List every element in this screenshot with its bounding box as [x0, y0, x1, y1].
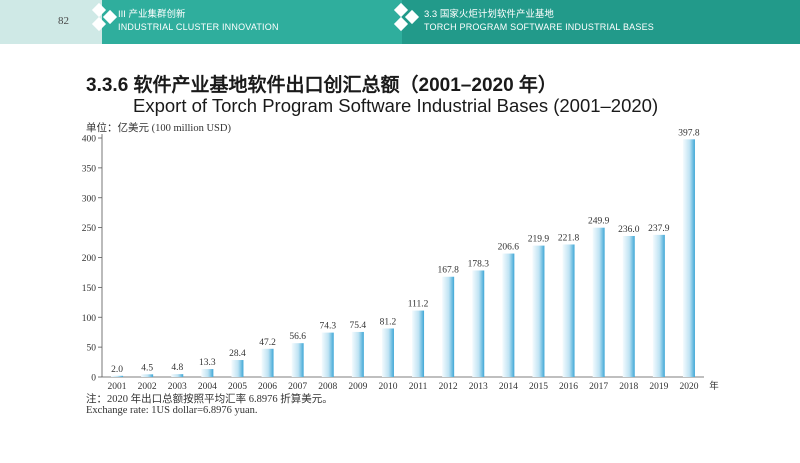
section-banner-right: 3.3 国家火炬计划软件产业基地 TORCH PROGRAM SOFTWARE …	[393, 0, 800, 44]
bar-2020	[682, 139, 695, 377]
chart-title-cn: 3.3.6 软件产业基地软件出口创汇总额（2001–2020 年）	[86, 75, 557, 96]
x-tick-label-2009: 2009	[348, 382, 367, 392]
x-tick-label-2006: 2006	[258, 382, 277, 392]
value-label-2010: 81.2	[380, 317, 397, 327]
y-tick-label: 300	[82, 194, 97, 204]
value-label-2011: 111.2	[408, 300, 429, 310]
value-label-2012: 167.8	[437, 266, 459, 276]
x-tick-label-2005: 2005	[228, 382, 247, 392]
x-tick-label-2016: 2016	[559, 382, 578, 392]
bar-2017	[592, 227, 605, 377]
value-label-2003: 4.8	[171, 363, 183, 373]
bar-2014	[502, 253, 515, 377]
y-tick-label: 0	[91, 374, 96, 384]
value-label-2006: 47.2	[259, 338, 276, 348]
bar-2002	[141, 374, 154, 377]
bar-2001	[111, 375, 124, 377]
value-label-2008: 74.3	[319, 322, 336, 332]
page-number: 82	[58, 15, 69, 27]
bar-2015	[532, 245, 545, 377]
value-label-2018: 236.0	[618, 225, 640, 235]
header-banner: 82 III 产业集群创新 INDUSTRIAL CLUSTER INNOVAT…	[0, 0, 800, 44]
x-tick-label-2008: 2008	[318, 382, 337, 392]
x-axis-unit: 年	[709, 380, 719, 392]
bar-2006	[261, 348, 274, 377]
x-tick-label-2015: 2015	[529, 382, 548, 392]
bar-2005	[231, 360, 244, 377]
bar-2018	[622, 235, 635, 377]
bar-2007	[291, 343, 304, 377]
y-tick-label: 250	[82, 224, 97, 234]
x-tick-label-2018: 2018	[619, 382, 638, 392]
bar-2013	[472, 270, 485, 377]
value-label-2014: 206.6	[498, 243, 520, 253]
bar-2003	[171, 374, 184, 377]
x-tick-label-2010: 2010	[378, 382, 397, 392]
x-tick-label-2002: 2002	[138, 382, 157, 392]
value-label-2017: 249.9	[588, 217, 610, 227]
value-label-2002: 4.5	[141, 363, 153, 373]
y-tick-label: 400	[82, 135, 97, 145]
x-tick-label-2014: 2014	[499, 382, 518, 392]
x-tick-label-2017: 2017	[589, 382, 608, 392]
value-label-2019: 237.9	[648, 224, 670, 234]
chart-title-en: Export of Torch Program Software Industr…	[133, 95, 659, 116]
x-tick-label-2007: 2007	[288, 382, 307, 392]
y-tick-label: 100	[82, 314, 97, 324]
section-banner-left: III 产业集群创新 INDUSTRIAL CLUSTER INNOVATION	[91, 0, 402, 44]
bar-2012	[442, 276, 455, 377]
bar-2010	[381, 328, 394, 377]
value-label-2016: 221.8	[558, 233, 580, 243]
x-tick-label-2012: 2012	[439, 382, 458, 392]
bar-2004	[201, 369, 214, 377]
value-label-2015: 219.9	[528, 235, 550, 245]
y-tick-label: 50	[87, 344, 97, 354]
x-tick-label-2001: 2001	[108, 382, 127, 392]
value-label-2007: 56.6	[289, 332, 306, 342]
x-tick-label-2011: 2011	[409, 382, 428, 392]
bar-2009	[351, 331, 364, 377]
bar-2008	[321, 332, 334, 377]
value-label-2009: 75.4	[350, 321, 367, 331]
y-tick-label: 350	[82, 164, 97, 174]
bar-2016	[562, 244, 575, 377]
unit-label: 单位：亿美元 (100 million USD)	[86, 123, 231, 134]
subsection-title-cn: 3.3 国家火炬计划软件产业基地	[424, 9, 554, 20]
footnote-en: Exchange rate: 1US dollar=6.8976 yuan.	[86, 405, 258, 416]
x-tick-label-2004: 2004	[198, 382, 217, 392]
x-tick-label-2003: 2003	[168, 382, 187, 392]
value-label-2001: 2.0	[111, 365, 123, 375]
x-tick-label-2020: 2020	[679, 382, 698, 392]
x-tick-label-2013: 2013	[469, 382, 488, 392]
section-title-en: INDUSTRIAL CLUSTER INNOVATION	[118, 22, 279, 32]
section-title-cn: III 产业集群创新	[118, 9, 186, 20]
y-tick-label: 150	[82, 284, 97, 294]
value-label-2004: 13.3	[199, 358, 216, 368]
bar-2019	[652, 234, 665, 377]
footnote-cn: 注：2020 年出口总额按照平均汇率 6.8976 折算美元。	[86, 394, 333, 405]
value-label-2005: 28.4	[229, 349, 246, 359]
x-tick-label-2019: 2019	[649, 382, 668, 392]
bar-2011	[412, 310, 425, 377]
value-label-2013: 178.3	[468, 259, 490, 269]
subsection-title-en: TORCH PROGRAM SOFTWARE INDUSTRIAL BASES	[424, 22, 654, 32]
value-label-2020: 397.8	[678, 128, 700, 138]
y-tick-label: 200	[82, 254, 97, 264]
